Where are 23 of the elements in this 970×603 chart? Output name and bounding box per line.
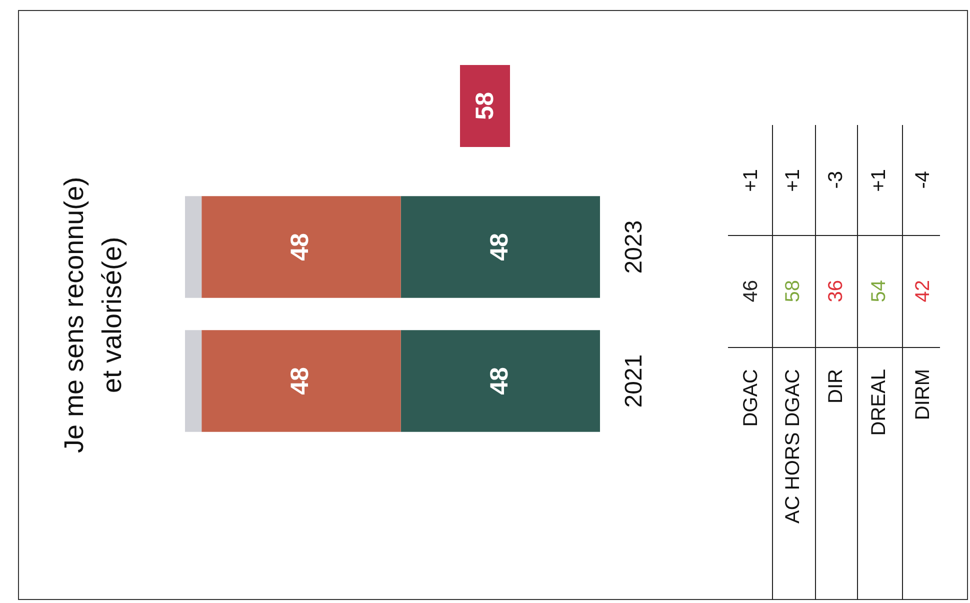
- category-label: DIRM: [912, 369, 935, 420]
- text: Je me sens reconnu(e) et valorisé(e): [58, 176, 128, 456]
- data-label: 54: [868, 280, 891, 302]
- data-label: +1: [782, 168, 805, 192]
- data-label: 48: [286, 233, 314, 261]
- data-label: 48: [286, 367, 314, 395]
- data-label: -3: [824, 171, 848, 189]
- data-label: +1: [868, 168, 891, 192]
- category-label: DIR: [824, 369, 848, 404]
- data-label: 46: [740, 280, 762, 302]
- data-label: 58: [782, 280, 805, 302]
- data-label: 48: [485, 233, 514, 261]
- y-tick-label: 2021: [620, 354, 648, 408]
- data-label: 48: [485, 367, 514, 395]
- data-label: +1: [740, 168, 762, 192]
- data-label: 42: [912, 280, 935, 302]
- data-label: 36: [824, 280, 848, 302]
- category-label: AC HORS DGAC: [782, 369, 805, 524]
- category-label: DGAC: [740, 369, 762, 427]
- category-label: DREAL: [868, 369, 891, 436]
- data-label: -4: [912, 171, 935, 189]
- text: 58: [470, 92, 500, 120]
- y-tick-label: 2023: [620, 220, 648, 274]
